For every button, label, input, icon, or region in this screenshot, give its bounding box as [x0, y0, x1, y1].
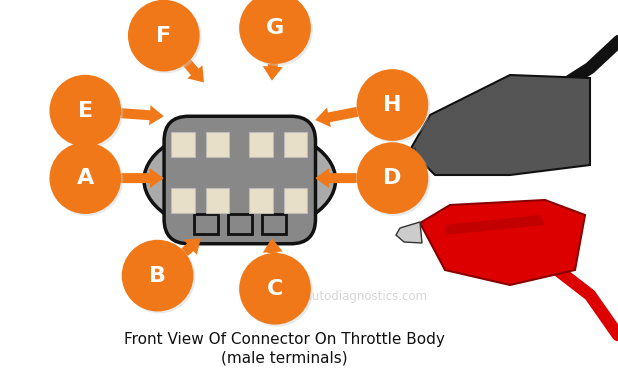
- Polygon shape: [390, 148, 418, 173]
- FancyBboxPatch shape: [171, 188, 195, 213]
- Circle shape: [357, 142, 428, 214]
- Circle shape: [122, 240, 193, 312]
- Circle shape: [49, 142, 121, 214]
- FancyBboxPatch shape: [284, 132, 307, 157]
- FancyArrow shape: [263, 64, 282, 81]
- Circle shape: [51, 77, 123, 148]
- Text: Front View Of Connector On Throttle Body: Front View Of Connector On Throttle Body: [124, 332, 445, 347]
- Circle shape: [124, 242, 195, 314]
- FancyArrow shape: [182, 238, 201, 256]
- FancyBboxPatch shape: [249, 132, 273, 157]
- Text: D: D: [383, 168, 402, 188]
- FancyBboxPatch shape: [249, 188, 273, 213]
- Ellipse shape: [144, 126, 336, 234]
- Text: B: B: [149, 266, 166, 286]
- Polygon shape: [396, 222, 422, 243]
- FancyArrow shape: [315, 168, 357, 188]
- Circle shape: [239, 0, 311, 64]
- FancyArrow shape: [315, 107, 358, 127]
- Circle shape: [128, 0, 200, 72]
- Circle shape: [239, 253, 311, 325]
- Polygon shape: [420, 200, 585, 285]
- FancyBboxPatch shape: [228, 214, 252, 234]
- FancyBboxPatch shape: [206, 132, 229, 157]
- FancyArrow shape: [121, 168, 164, 188]
- FancyBboxPatch shape: [164, 116, 316, 244]
- Circle shape: [51, 144, 123, 216]
- Text: G: G: [266, 18, 284, 38]
- Text: F: F: [156, 26, 171, 46]
- FancyArrow shape: [121, 105, 164, 125]
- FancyBboxPatch shape: [194, 214, 218, 234]
- Circle shape: [241, 255, 313, 327]
- Circle shape: [358, 144, 430, 216]
- FancyArrow shape: [184, 60, 204, 82]
- FancyBboxPatch shape: [171, 132, 195, 157]
- FancyArrow shape: [263, 238, 283, 253]
- FancyBboxPatch shape: [206, 188, 229, 213]
- Circle shape: [357, 69, 428, 141]
- Text: C: C: [267, 279, 283, 299]
- FancyBboxPatch shape: [284, 188, 307, 213]
- Text: A: A: [77, 168, 94, 188]
- Text: (male terminals): (male terminals): [221, 351, 347, 366]
- Circle shape: [49, 75, 121, 147]
- FancyBboxPatch shape: [262, 214, 286, 234]
- Text: E: E: [78, 100, 93, 121]
- Circle shape: [358, 71, 430, 143]
- Text: easyautodiagnostics.com: easyautodiagnostics.com: [277, 290, 427, 303]
- Circle shape: [241, 0, 313, 66]
- Text: H: H: [383, 95, 402, 115]
- Circle shape: [130, 2, 201, 74]
- Polygon shape: [410, 75, 590, 175]
- Polygon shape: [445, 215, 545, 235]
